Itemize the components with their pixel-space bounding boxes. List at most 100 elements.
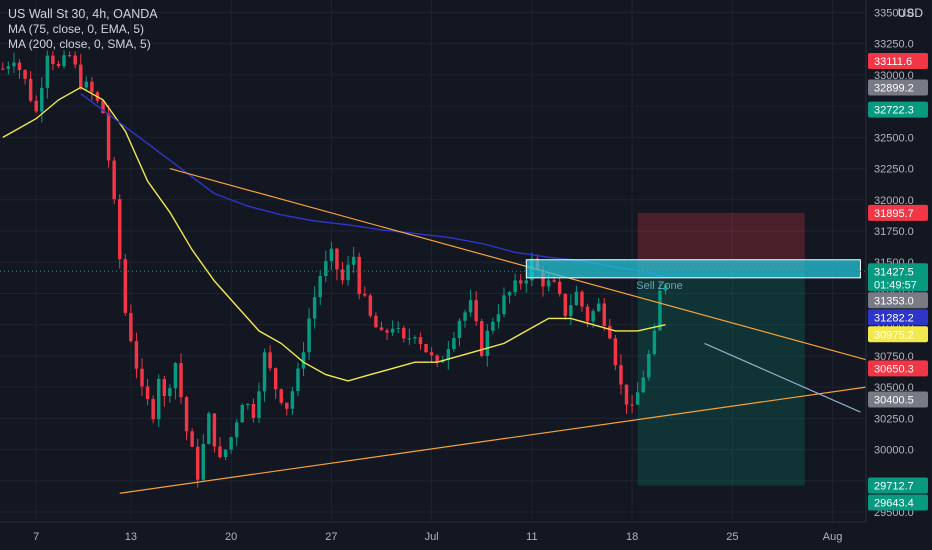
candle-body [641,377,645,393]
candle [435,354,439,367]
candle [374,312,378,328]
candle-body [351,256,356,265]
price-tag-background [868,494,928,511]
candle [351,246,356,273]
candle-body [613,338,618,366]
candle-body [101,100,105,114]
candle-body [402,327,406,339]
candle-body [335,248,339,270]
candle [396,321,400,334]
candle [223,449,228,461]
candle-body [184,397,189,432]
price-tag-background [868,292,928,309]
descending-resistance-trendline [169,168,867,361]
sell-zone-box [525,259,861,279]
price-tag: 32722.3 [868,101,928,118]
candle [62,50,66,69]
price-tick-label: 33500.0 [874,7,914,19]
candle-body [385,330,389,333]
price-tag-countdown: 01:49:57 [874,279,917,291]
price-tag-label: 32899.2 [874,83,914,95]
candle [357,252,361,300]
candle-body [635,392,640,405]
price-tag-background [868,204,928,221]
candle-body [6,66,11,69]
candle [307,308,311,360]
candle-body [140,368,144,387]
price-tag-label: 30400.5 [874,395,914,407]
candle-body [234,422,239,438]
symbol-title[interactable]: US Wall St 30, 4h, OANDA [8,7,158,21]
candle [663,283,668,295]
candle-body [513,280,517,293]
candle [491,317,495,335]
candle [184,395,189,441]
candle [279,388,283,405]
candle-body [624,384,629,405]
candle-body [390,328,395,333]
candle-body [329,248,334,262]
candle-body [229,437,233,450]
candle-body [569,305,573,317]
price-tag-label: 31282.2 [874,312,914,324]
time-tick-label: 27 [325,531,337,543]
candle-body [257,391,261,418]
price-tag: 31895.7 [868,204,928,221]
candle-body [474,300,478,322]
candle [485,324,490,367]
candle-body [290,391,295,409]
candle-body [134,341,139,369]
candle [262,348,267,402]
candle-body [45,55,50,88]
candle [569,294,573,326]
candle [613,334,618,371]
candle-body [268,352,272,369]
candle [468,289,473,317]
time-tick-label: Jul [425,531,439,543]
sma-indicator-label[interactable]: MA (200, close, 0, SMA, 5) [8,37,151,51]
candle [156,374,161,427]
ema-indicator-label[interactable]: MA (75, close, 0, EMA, 5) [8,22,145,36]
time-tick-label: 13 [125,531,137,543]
candle-body [507,292,512,296]
price-tick-label: 30250.0 [874,413,914,425]
candle-body [251,404,256,418]
candle-body [73,55,77,65]
candle [424,343,428,353]
candle-body [112,160,116,200]
candle [641,370,645,394]
candle-body [647,353,651,378]
candle [207,411,211,445]
price-tag-background [868,477,928,494]
candle-body [179,363,183,398]
candle [580,289,584,312]
candle [268,345,272,372]
candle [28,71,33,103]
candle-body [608,325,612,339]
candle-body [168,388,172,397]
candle-body [285,402,289,409]
candle-body [574,291,579,306]
candle [574,285,579,306]
price-tick-label: 30000.0 [874,445,914,457]
candle-body [106,113,111,161]
candle [229,436,233,454]
price-tag-label: 30650.3 [874,363,914,375]
candle-body [23,70,27,79]
candle [496,303,501,329]
candle-body [368,295,373,316]
candle-body [418,337,423,345]
candle [129,304,133,343]
ema-75-line [2,86,666,382]
candle [635,382,640,405]
candle-body [151,399,155,420]
price-tag: 33111.6 [868,52,928,69]
price-tag: 31282.2 [868,309,928,326]
candle-body [312,297,317,319]
price-tag-background [868,101,928,118]
price-tag-label: 29643.4 [874,497,914,509]
candle-body [663,284,668,291]
candle [474,291,478,326]
candle [363,286,367,298]
